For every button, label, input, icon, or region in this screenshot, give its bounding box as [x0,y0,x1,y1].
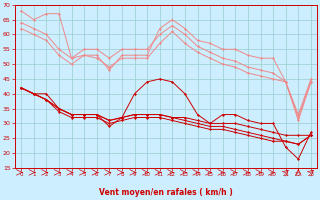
X-axis label: Vent moyen/en rafales ( km/h ): Vent moyen/en rafales ( km/h ) [99,188,233,197]
